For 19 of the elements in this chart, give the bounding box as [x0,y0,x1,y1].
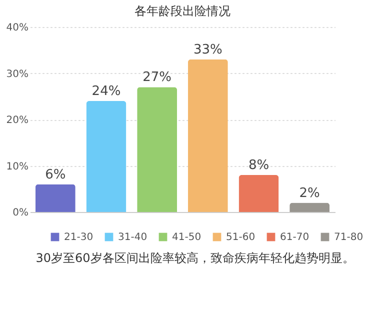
legend-label: 51-60 [226,232,256,243]
y-tick-label: 40% [6,22,28,34]
data-label: 2% [299,186,320,201]
y-tick-label: 30% [6,68,28,80]
y-tick-label: 20% [6,115,28,126]
legend-label: 61-70 [280,232,310,243]
y-tick-label: 10% [6,161,28,172]
data-label: 6% [45,167,66,182]
data-label: 33% [193,42,222,58]
y-tick-label: 0% [12,208,28,218]
data-label: 27% [142,70,172,86]
text: 30岁至60岁各区间出险率较高，致命疾病年轻化趋势明显。 [36,251,354,265]
data-label: 24% [92,84,121,99]
legend-label: 41-50 [172,232,202,243]
legend-label: 31-40 [118,232,148,243]
data-label: 8% [248,158,270,173]
legend-label: 71-80 [334,232,364,243]
chart-title: 各年龄段出险情况 [134,4,230,18]
legend-label: 21-30 [64,232,94,243]
